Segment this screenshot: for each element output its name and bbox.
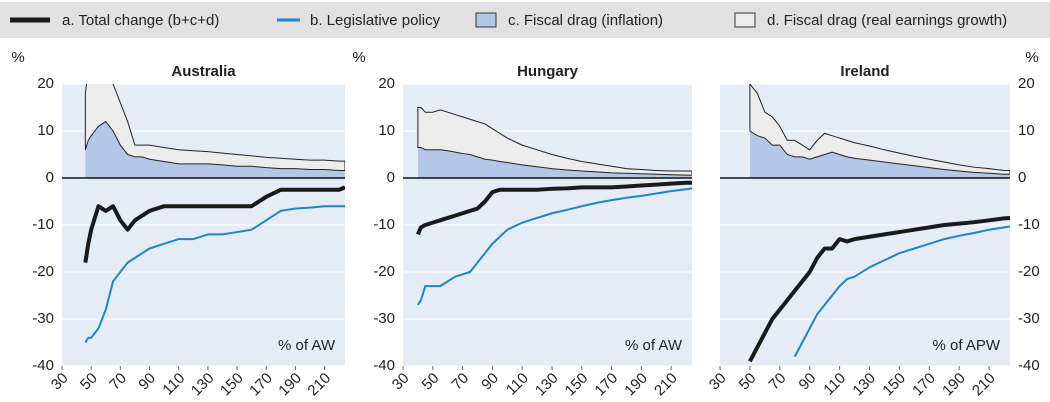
y-tick-label: 0 [387, 169, 395, 186]
y-axis-label: % [352, 49, 365, 66]
x-tick-label: 210 [969, 370, 999, 400]
area [417, 147, 692, 178]
line [417, 187, 692, 306]
legend-label: a. Total change (b+c+d) [62, 12, 219, 29]
line [84, 205, 345, 344]
y-axis-label: % [1025, 49, 1038, 66]
x-tick-label: 190 [939, 370, 969, 400]
panel-title: Australia [171, 63, 236, 80]
panel-title: Ireland [840, 63, 889, 80]
y-tick-label: -20 [373, 263, 395, 280]
y-tick-label: -10 [32, 216, 54, 233]
x-tick-label: 190 [621, 370, 651, 400]
x-tick-label: 150 [879, 370, 909, 400]
x-tick-label: 210 [304, 370, 334, 400]
x-tick-label: 110 [820, 370, 849, 399]
annotation: % of AW [625, 337, 683, 354]
x-tick-label: 50 [736, 370, 760, 394]
annotation: % of APW [932, 337, 1000, 354]
x-tick-label: 170 [591, 370, 621, 400]
y-tick-label: 0 [46, 169, 54, 186]
x-tick-label: 210 [651, 370, 681, 400]
x-tick-label: 150 [562, 370, 592, 400]
area [84, 84, 345, 171]
annotation: % of AW [278, 337, 336, 354]
y-tick-label: 0 [1018, 169, 1026, 186]
x-tick-label: 110 [159, 370, 188, 399]
y-tick-label: -30 [1018, 310, 1040, 327]
area [85, 121, 345, 178]
y-tick-label: 10 [37, 122, 54, 139]
y-tick-label: 20 [378, 75, 395, 92]
x-tick-label: 70 [106, 370, 130, 394]
legend-label: c. Fiscal drag (inflation) [508, 12, 663, 29]
y-axis-label: % [11, 49, 24, 66]
x-tick-label: 130 [849, 370, 879, 400]
line [83, 185, 345, 263]
x-tick-label: 50 [419, 370, 443, 394]
x-tick-label: 190 [275, 370, 305, 400]
x-tick-label: 130 [188, 370, 218, 400]
y-tick-label: 10 [1018, 122, 1035, 139]
x-tick-label: 50 [77, 370, 101, 394]
x-tick-label: 170 [246, 370, 276, 400]
y-tick-label: -40 [1018, 357, 1040, 374]
x-tick-label: 70 [448, 370, 472, 394]
x-tick-label: 70 [766, 370, 790, 394]
plot-area [62, 84, 345, 344]
area [749, 84, 1010, 175]
y-tick-label: -40 [32, 357, 54, 374]
area [749, 131, 1010, 178]
y-tick-label: -30 [32, 310, 54, 327]
panel-title: Hungary [517, 63, 579, 80]
x-tick-label: 90 [135, 370, 159, 394]
legend-background [0, 2, 1050, 38]
legend-label: d. Fiscal drag (real earnings growth) [767, 12, 1007, 29]
y-tick-label: -30 [373, 310, 395, 327]
x-tick-label: 170 [909, 370, 939, 400]
x-tick-label: 30 [706, 370, 730, 394]
plot-area [720, 84, 1010, 363]
area [417, 107, 692, 176]
y-tick-label: -20 [1018, 263, 1040, 280]
y-tick-label: -40 [373, 357, 395, 374]
y-tick-label: -10 [1018, 216, 1040, 233]
legend-swatch [734, 12, 756, 28]
x-tick-label: 110 [503, 370, 532, 399]
line [748, 215, 1010, 363]
x-tick-label: 150 [217, 370, 247, 400]
line [793, 225, 1010, 358]
y-tick-label: -10 [373, 216, 395, 233]
y-tick-label: 10 [378, 122, 395, 139]
legend-swatch [475, 12, 497, 28]
x-tick-label: 90 [478, 370, 502, 394]
y-tick-label: 20 [1018, 75, 1035, 92]
legend-label: b. Legislative policy [310, 12, 441, 29]
y-tick-label: 20 [37, 75, 54, 92]
y-tick-label: -20 [32, 263, 54, 280]
x-tick-label: 130 [532, 370, 562, 400]
x-tick-label: 90 [796, 370, 820, 394]
line [416, 180, 692, 236]
plot-area [403, 107, 692, 306]
